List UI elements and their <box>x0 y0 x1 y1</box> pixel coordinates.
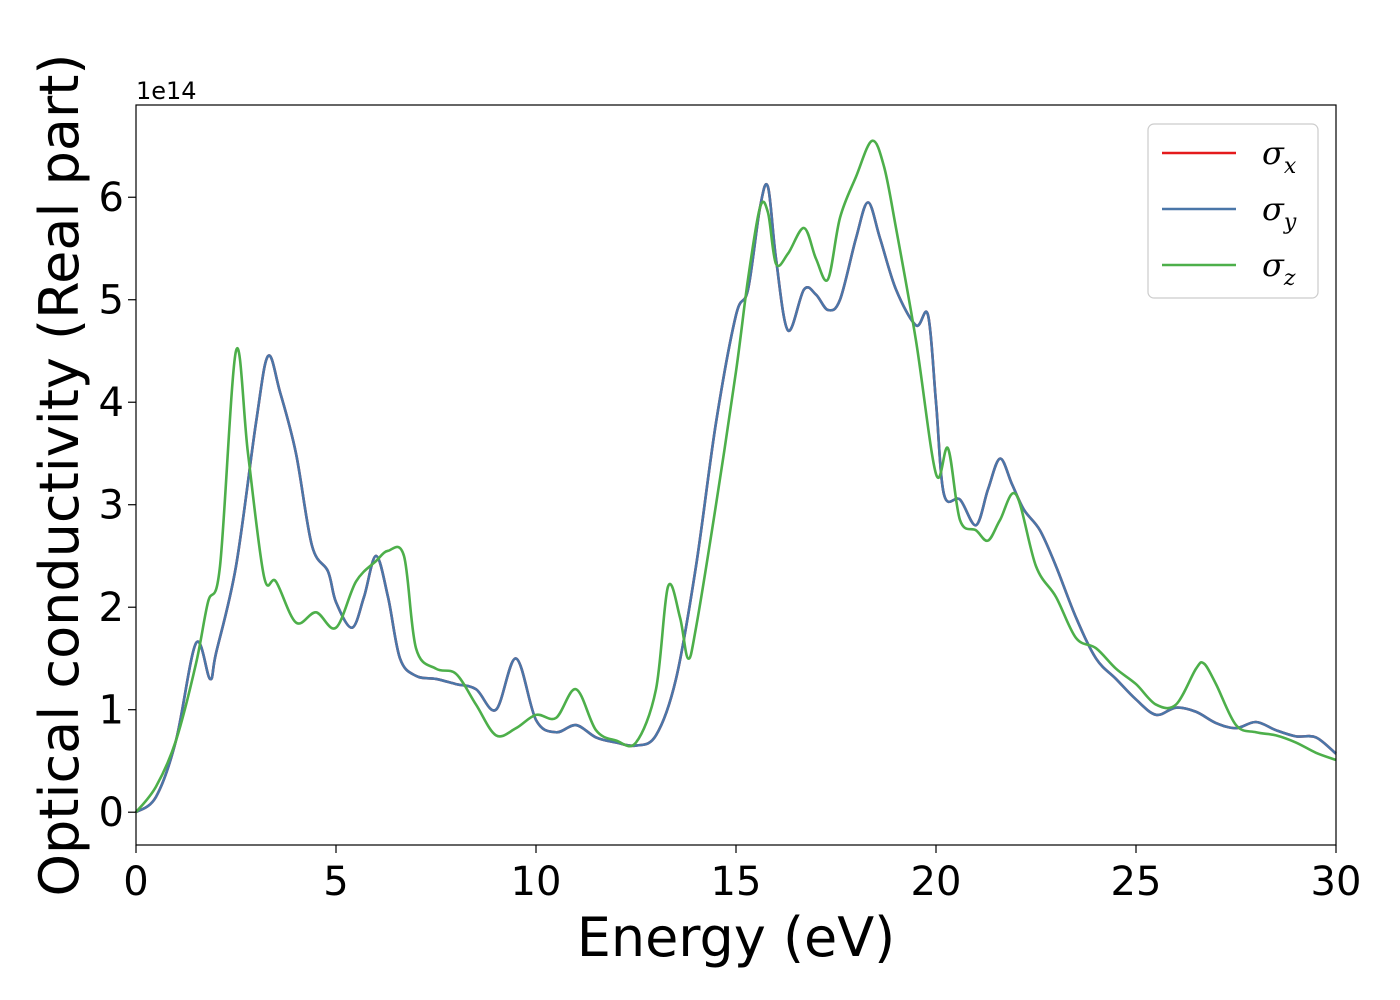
legend-frame <box>1147 123 1319 299</box>
x-tick-label: 30 <box>1311 859 1362 905</box>
y-axis-ticks: 0 1 2 3 4 5 6 <box>99 175 136 836</box>
y-tick-label: 3 <box>99 483 124 529</box>
series-layer <box>134 139 1337 814</box>
y-tick-label: 5 <box>99 278 124 324</box>
y-tick-label: 6 <box>99 175 124 221</box>
x-tick-label: 10 <box>511 859 562 905</box>
y-tick-label: 0 <box>99 790 124 836</box>
y-tick-label: 4 <box>99 380 124 426</box>
x-axis-title: Energy (eV) <box>577 906 896 969</box>
y-tick-label: 2 <box>99 585 124 631</box>
x-tick-label: 25 <box>1111 859 1162 905</box>
x-tick-label: 15 <box>711 859 762 905</box>
x-tick-label: 20 <box>911 859 962 905</box>
x-tick-label: 5 <box>323 859 348 905</box>
series-line-sigma-z <box>134 139 1337 814</box>
legend-label-sigma-z: σz <box>1262 246 1296 291</box>
legend-label-sigma-y: σy <box>1262 190 1297 235</box>
series-line-sigma-y <box>135 182 1337 814</box>
y-offset-label: 1e14 <box>136 77 197 105</box>
legend: σx σy σz <box>1147 123 1319 299</box>
x-axis-ticks: 0 5 10 15 20 25 30 <box>123 845 1361 905</box>
y-tick-label: 1 <box>99 688 124 734</box>
y-axis-title: Optical conductivity (Real part) <box>28 54 91 897</box>
legend-label-sigma-x: σx <box>1262 134 1297 179</box>
x-tick-label: 0 <box>123 859 148 905</box>
